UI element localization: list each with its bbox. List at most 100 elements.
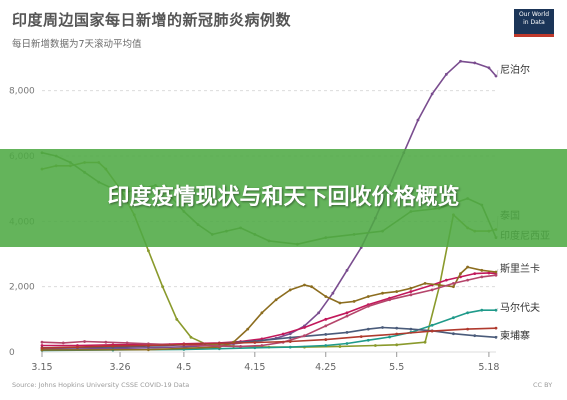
data-point [381,291,384,295]
data-point [76,345,79,349]
data-point [430,92,434,96]
data-point [147,344,150,347]
data-point [487,271,491,275]
data-point [303,326,306,329]
data-point [444,72,448,76]
data-point [487,66,491,70]
data-point [111,344,115,348]
data-point [288,340,292,343]
data-point [345,342,349,345]
data-point [83,340,86,343]
data-point [274,298,278,302]
data-point [395,290,399,293]
data-point [324,338,328,341]
data-point [494,270,498,274]
axis-labels: 02,0004,0006,0008,0003.153.264.54.154.25… [9,87,499,373]
data-point [473,272,477,275]
data-point [40,346,44,350]
data-point [253,346,257,350]
data-point [366,295,370,298]
data-point [366,338,370,342]
data-point [409,327,413,331]
data-point [374,344,377,347]
data-point [395,343,399,347]
data-point [288,345,292,349]
data-point [61,341,65,345]
x-tick-label: 5.18 [478,362,499,373]
data-point [437,283,441,287]
series-label: 斯里兰卡 [500,262,540,275]
data-point [473,61,477,65]
series-label: 柬埔寨 [500,329,530,342]
data-point [466,265,470,269]
logo-text-line1: Our World [518,11,550,18]
data-point [288,332,292,336]
data-point [260,344,264,347]
data-point [452,332,455,336]
data-point [239,345,243,348]
data-point [338,301,342,305]
our-world-in-data-logo[interactable]: Our World in Data [514,9,554,37]
data-point [395,332,399,336]
data-point [423,340,427,344]
data-point [352,299,356,303]
banner-title: 印度疫情现状与和天下回收价格概览 [107,185,460,210]
chart-title: 印度周边国家每日新增的新冠肺炎病例数 [12,11,292,29]
data-point [444,278,448,282]
series-line [41,266,497,351]
data-point [161,285,164,289]
data-point [430,288,434,292]
data-point [324,295,328,298]
data-point [147,348,150,352]
x-tick-label: 3.26 [109,362,130,373]
data-point [40,348,44,352]
license-badge[interactable]: CC BY [533,381,553,389]
data-point [494,335,498,339]
data-point [409,286,413,290]
source-note: Source: Johns Hopkins University CSSE CO… [12,381,190,389]
data-point [409,293,413,297]
y-tick-label: 8,000 [9,87,35,97]
data-point [310,285,313,289]
data-point [317,311,321,315]
data-point [324,344,328,347]
data-point [430,323,434,327]
data-point [381,326,384,329]
data-point [466,278,470,282]
data-point [459,59,462,63]
x-tick-label: 3.15 [31,362,52,373]
data-point [331,291,335,295]
series-line [41,327,497,349]
data-point [288,288,292,292]
data-point [366,327,370,331]
label-connector [496,268,499,274]
data-point [345,268,349,272]
data-point [182,345,186,349]
data-point [260,311,264,315]
data-point [452,285,455,289]
series-line [41,309,496,352]
data-point [338,345,342,348]
logo-text-line2: in Data [523,19,545,26]
data-point [104,340,108,344]
data-point [473,334,477,338]
data-point [324,317,328,321]
data-point [303,334,306,338]
data-point [125,341,129,345]
data-point [423,282,427,285]
data-point [430,329,434,333]
data-point [40,344,44,347]
data-point [345,331,349,334]
data-point [175,317,179,321]
data-point [189,335,193,339]
series-label: 马尔代夫 [500,301,540,314]
data-point [494,74,498,78]
data-point [147,249,150,253]
data-point [480,308,484,312]
data-point [182,343,186,346]
data-point [388,335,391,339]
y-tick-label: 0 [9,348,15,358]
data-point [345,314,349,318]
x-tick-label: 4.25 [315,362,336,373]
label-connector [496,335,499,338]
